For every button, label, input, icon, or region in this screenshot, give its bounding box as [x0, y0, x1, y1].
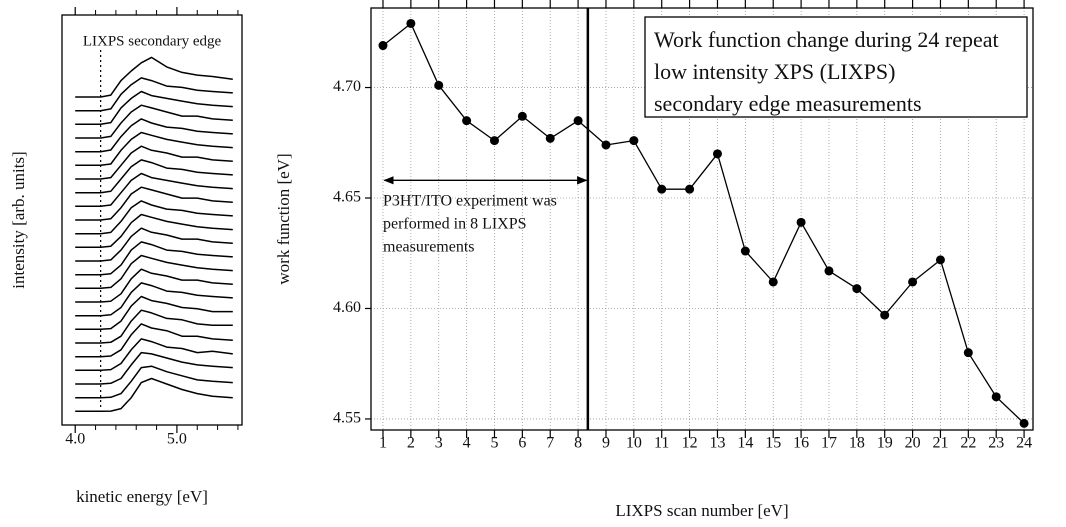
data-point [434, 80, 444, 90]
y-tick-label: 4.60 [333, 299, 361, 316]
spectrum [75, 104, 233, 139]
x-tick-label: 15 [765, 435, 781, 452]
data-point [768, 277, 778, 287]
annotation: performed in 8 LIXPS [383, 216, 527, 233]
data-point [573, 116, 583, 126]
x-tick-label: 19 [877, 435, 893, 452]
spectrum [75, 118, 233, 153]
spectrum [75, 145, 233, 180]
x-tick-label: 12 [682, 435, 698, 452]
spectrum [75, 56, 233, 98]
text-box-line: low intensity XPS (LIXPS) [654, 59, 895, 84]
x-tick-label: 4 [463, 435, 471, 452]
spectrum [75, 323, 233, 358]
data-point [601, 140, 611, 150]
spectrum [75, 172, 233, 208]
x-tick-label: 16 [793, 435, 809, 452]
y-tick-label: 4.70 [333, 78, 361, 95]
spectrum [75, 131, 233, 167]
x-axis-label: kinetic energy [eV] [76, 487, 208, 506]
spectrum [75, 338, 233, 372]
spectrum [75, 227, 233, 262]
data-point [545, 133, 555, 143]
annotation: LIXPS secondary edge [83, 33, 222, 49]
data-point [517, 111, 527, 121]
spectrum [75, 77, 233, 112]
x-tick-label: 22 [960, 435, 976, 452]
data-point [880, 310, 890, 320]
x-tick-label: 1 [379, 435, 387, 452]
plot-frame [370, 7, 1034, 431]
y-tick-label: 4.65 [333, 189, 361, 206]
data-point [629, 136, 639, 146]
data-point [406, 18, 416, 28]
y-axis-label: intensity [arb. units] [9, 151, 28, 288]
spectrum [75, 186, 233, 221]
spectrum [75, 268, 233, 303]
x-tick-label: 20 [905, 435, 921, 452]
x-tick-label: 8 [574, 435, 582, 452]
data-point [740, 246, 750, 256]
annotation: P3HT/ITO experiment was [383, 193, 557, 210]
data-point [378, 41, 388, 51]
spectrum [75, 309, 233, 344]
spectrum [75, 213, 233, 249]
spectrum [75, 90, 233, 126]
data-point [852, 284, 862, 294]
spectrum [75, 282, 233, 317]
x-tick-label: 9 [602, 435, 610, 452]
spectrum [75, 241, 233, 276]
y-tick-label: 4.55 [333, 410, 361, 427]
spectrum [75, 200, 233, 235]
text-box-line: secondary edge measurements [654, 91, 922, 116]
data-point [935, 255, 945, 265]
data-point [489, 136, 499, 146]
x-tick-label: 10 [626, 435, 642, 452]
spectrum [75, 351, 233, 385]
spectrum [75, 159, 233, 194]
text-box [644, 16, 1028, 118]
annotation: measurements [383, 239, 475, 256]
x-tick-label: 23 [988, 435, 1004, 452]
x-tick-label: 14 [737, 435, 753, 452]
plot-frame [61, 14, 243, 426]
spectrum [75, 295, 233, 331]
x-axis-label: LIXPS scan number [eV] [615, 501, 788, 520]
x-tick-label: 4.0 [65, 431, 85, 448]
data-point [1019, 418, 1029, 428]
x-tick-label: 5 [490, 435, 498, 452]
x-tick-label: 13 [709, 435, 725, 452]
spectrum [75, 254, 233, 290]
text-box-line: Work function change during 24 repeat [654, 27, 999, 52]
data-point [712, 149, 722, 159]
x-tick-label: 24 [1016, 435, 1032, 452]
x-tick-label: 7 [546, 435, 554, 452]
data-line [382, 22, 1025, 424]
data-point [462, 116, 472, 126]
data-point [991, 392, 1001, 402]
data-point [908, 277, 918, 287]
x-tick-label: 6 [518, 435, 526, 452]
x-tick-label: 5.0 [167, 431, 187, 448]
spectrum [75, 365, 233, 399]
x-tick-label: 21 [932, 435, 948, 452]
y-axis-label: work function [eV] [274, 153, 293, 284]
data-point [824, 266, 834, 276]
data-point [796, 217, 806, 227]
x-tick-label: 2 [407, 435, 415, 452]
x-tick-label: 17 [821, 435, 837, 452]
x-tick-label: 18 [849, 435, 865, 452]
data-point [657, 184, 667, 194]
x-tick-label: 11 [654, 435, 669, 452]
data-point [963, 348, 973, 358]
data-point [685, 184, 695, 194]
x-tick-label: 3 [435, 435, 443, 452]
spectrum [75, 377, 233, 413]
